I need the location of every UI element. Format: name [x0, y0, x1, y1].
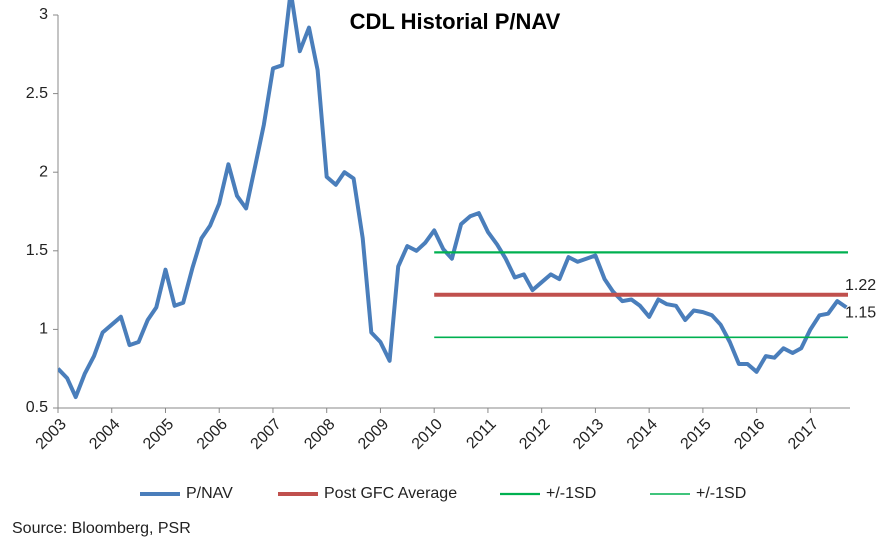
chart-title: CDL Historial P/NAV: [350, 9, 561, 34]
y-tick-label: 2.5: [26, 85, 48, 102]
y-tick-label: 0.5: [26, 399, 48, 416]
annotation: 1.15: [845, 305, 876, 322]
legend-label: P/NAV: [186, 485, 233, 502]
y-tick-label: 2: [39, 163, 48, 180]
source-note: Source: Bloomberg, PSR: [12, 520, 191, 537]
legend-label: Post GFC Average: [324, 485, 457, 502]
y-tick-label: 3: [39, 6, 48, 23]
series-line: [58, 0, 848, 399]
legend-label: +/-1SD: [696, 485, 746, 502]
plot-area: [58, 0, 848, 399]
legend-label: +/-1SD: [546, 485, 596, 502]
y-tick-label: 1.5: [26, 242, 48, 259]
y-tick-label: 1: [39, 321, 48, 338]
annotation: 1.22: [845, 277, 876, 294]
